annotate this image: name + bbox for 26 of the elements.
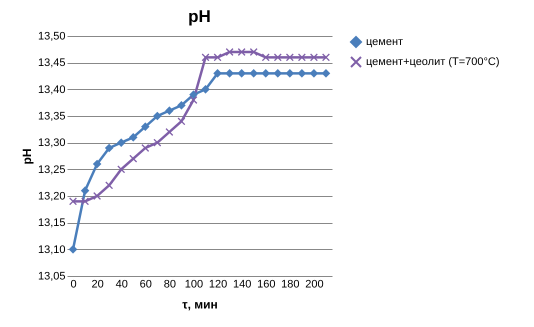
y-tick-label: 13,30 (38, 137, 66, 150)
x-tick-label: 60 (140, 278, 152, 290)
x-tick-label: 160 (257, 278, 276, 290)
y-tick-label: 13,25 (38, 164, 66, 176)
legend-label: цемент+цеолит (T=700°C) (366, 56, 500, 68)
x-tick-label: 180 (281, 278, 300, 290)
y-tick-label: 13,20 (38, 190, 66, 202)
x-tick-label: 40 (116, 278, 128, 290)
x-tick-label: 0 (70, 278, 77, 290)
x-axis-title: τ, мин (182, 298, 218, 312)
y-tick-label: 13,50 (38, 30, 66, 42)
x-tick-label: 80 (164, 278, 176, 290)
y-tick-label: 13,35 (38, 110, 66, 122)
y-tick-label: 13,45 (38, 57, 66, 70)
y-tick-label: 13,05 (38, 270, 66, 282)
y-tick-label: 13,10 (38, 244, 66, 256)
x-tick-label: 100 (184, 278, 204, 290)
x-tick-label: 140 (232, 278, 252, 290)
chart-title: pH (188, 7, 211, 26)
y-axis-title: pH (20, 148, 34, 164)
x-tick-label: 120 (208, 278, 228, 290)
y-tick-label: 13,15 (38, 217, 66, 230)
legend-label: цемент (366, 36, 404, 48)
x-tick-label: 20 (91, 278, 104, 290)
x-tick-label: 200 (305, 278, 324, 290)
y-tick-label: 13,40 (38, 84, 66, 96)
